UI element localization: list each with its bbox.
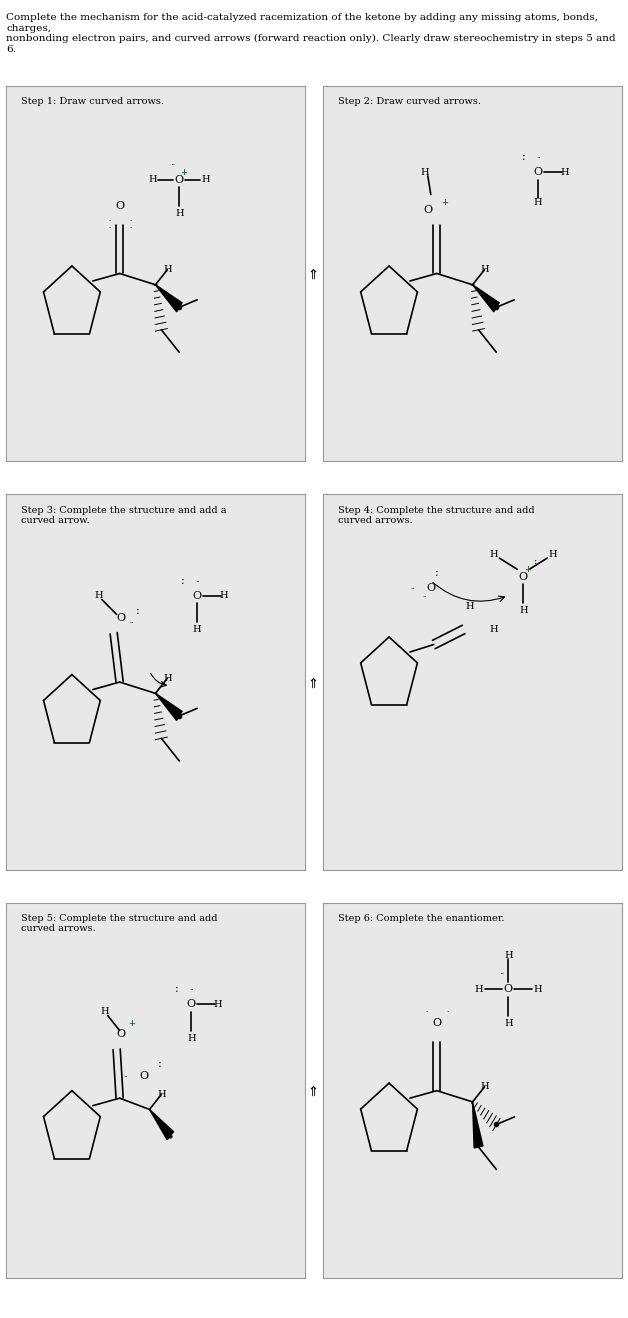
Text: H: H	[549, 550, 558, 559]
Text: H: H	[504, 950, 512, 960]
Text: O: O	[117, 613, 126, 623]
Text: ··: ··	[195, 577, 200, 585]
Text: ·: ·	[129, 225, 131, 232]
Text: ⇒: ⇒	[307, 1085, 321, 1097]
Text: O: O	[432, 1017, 441, 1028]
Text: ·: ·	[446, 1008, 448, 1015]
Text: O: O	[534, 167, 543, 177]
Text: ··: ··	[536, 153, 541, 161]
Text: H: H	[187, 1033, 195, 1043]
Text: H: H	[163, 265, 171, 274]
Text: H: H	[421, 167, 429, 177]
Text: H: H	[489, 625, 498, 634]
Text: :: :	[175, 985, 178, 994]
Text: ⇒: ⇒	[307, 268, 321, 279]
Text: H: H	[534, 985, 543, 994]
Text: ··: ··	[411, 584, 415, 592]
Text: :: :	[435, 568, 438, 579]
Text: :: :	[534, 558, 537, 567]
Text: H: H	[202, 175, 210, 185]
Text: Step 4: Complete the structure and add
curved arrows.: Step 4: Complete the structure and add c…	[338, 506, 535, 525]
Text: H: H	[157, 1090, 166, 1099]
Text: H: H	[163, 673, 171, 683]
Text: Complete the mechanism for the acid-catalyzed racemization of the ketone by addi: Complete the mechanism for the acid-cata…	[6, 13, 616, 54]
Text: O: O	[504, 985, 513, 994]
Text: H: H	[220, 592, 229, 600]
Text: H: H	[489, 550, 498, 559]
Text: H: H	[534, 198, 543, 207]
Text: O: O	[175, 174, 184, 185]
Text: O: O	[117, 1029, 126, 1040]
Text: ··: ··	[499, 970, 504, 978]
Text: :: :	[136, 606, 139, 616]
Text: H: H	[193, 625, 202, 634]
Text: O: O	[193, 590, 202, 601]
Text: Step 1: Draw curved arrows.: Step 1: Draw curved arrows.	[21, 98, 164, 105]
Polygon shape	[149, 1110, 173, 1140]
Text: H: H	[94, 592, 103, 600]
Text: H: H	[148, 175, 157, 185]
Text: ··: ··	[423, 592, 427, 600]
Text: H: H	[480, 1082, 489, 1091]
Text: H: H	[474, 985, 483, 994]
Text: ⇒: ⇒	[307, 676, 321, 688]
Text: H: H	[561, 167, 570, 177]
Text: Step 6: Complete the enantiomer.: Step 6: Complete the enantiomer.	[338, 915, 505, 923]
Text: H: H	[465, 602, 474, 612]
Text: ··: ··	[123, 1072, 128, 1079]
Text: O: O	[187, 999, 196, 1010]
Text: ⇌: ⇌	[0, 1085, 4, 1097]
Text: Step 2: Draw curved arrows.: Step 2: Draw curved arrows.	[338, 98, 481, 105]
Text: O: O	[426, 583, 435, 593]
Text: +: +	[180, 167, 187, 177]
Polygon shape	[473, 1102, 483, 1148]
Text: ·: ·	[108, 217, 111, 224]
Text: ⇌: ⇌	[0, 676, 4, 688]
Text: ··: ··	[189, 986, 193, 994]
Text: ··: ··	[170, 161, 175, 169]
Polygon shape	[156, 693, 182, 721]
Text: O: O	[115, 200, 124, 211]
Text: :: :	[158, 1060, 162, 1069]
Text: Step 3: Complete the structure and add a
curved arrow.: Step 3: Complete the structure and add a…	[21, 506, 227, 525]
Text: O: O	[139, 1070, 148, 1081]
Text: H: H	[504, 1019, 512, 1028]
Text: :: :	[180, 576, 184, 585]
Text: :: :	[521, 152, 525, 162]
Text: H: H	[519, 606, 528, 616]
Text: +: +	[524, 565, 531, 573]
Text: ··: ··	[129, 618, 134, 626]
Text: +: +	[128, 1019, 135, 1028]
Polygon shape	[156, 285, 182, 312]
Text: +: +	[441, 198, 448, 207]
Text: Step 5: Complete the structure and add
curved arrows.: Step 5: Complete the structure and add c…	[21, 915, 218, 933]
Text: O: O	[423, 204, 433, 215]
Text: ·: ·	[129, 217, 131, 224]
Text: H: H	[175, 208, 183, 217]
Text: ·: ·	[108, 225, 111, 232]
Text: H: H	[480, 265, 489, 274]
Text: O: O	[519, 572, 528, 581]
Polygon shape	[473, 285, 499, 312]
Text: H: H	[214, 1000, 222, 1008]
Text: ·: ·	[425, 1008, 428, 1015]
Text: H: H	[100, 1007, 109, 1016]
